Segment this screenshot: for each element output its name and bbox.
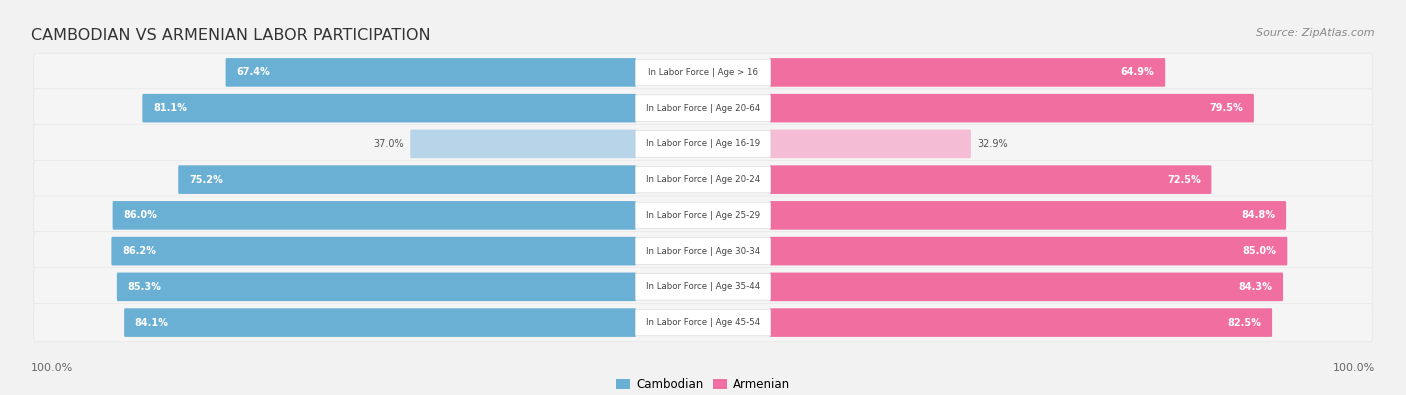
FancyBboxPatch shape xyxy=(225,58,636,87)
FancyBboxPatch shape xyxy=(34,303,1372,342)
Text: 79.5%: 79.5% xyxy=(1209,103,1243,113)
FancyBboxPatch shape xyxy=(34,89,1372,128)
Text: 82.5%: 82.5% xyxy=(1227,318,1261,327)
Text: Source: ZipAtlas.com: Source: ZipAtlas.com xyxy=(1257,28,1375,38)
FancyBboxPatch shape xyxy=(34,232,1372,271)
Text: In Labor Force | Age 25-29: In Labor Force | Age 25-29 xyxy=(645,211,761,220)
Legend: Cambodian, Armenian: Cambodian, Armenian xyxy=(612,373,794,395)
Text: In Labor Force | Age > 16: In Labor Force | Age > 16 xyxy=(648,68,758,77)
Text: 84.1%: 84.1% xyxy=(135,318,169,327)
Text: CAMBODIAN VS ARMENIAN LABOR PARTICIPATION: CAMBODIAN VS ARMENIAN LABOR PARTICIPATIO… xyxy=(31,28,430,43)
Text: 100.0%: 100.0% xyxy=(31,363,73,373)
FancyBboxPatch shape xyxy=(636,59,770,86)
Text: 64.9%: 64.9% xyxy=(1121,68,1154,77)
FancyBboxPatch shape xyxy=(770,237,1288,265)
Text: 67.4%: 67.4% xyxy=(236,68,270,77)
FancyBboxPatch shape xyxy=(770,273,1284,301)
Text: 84.8%: 84.8% xyxy=(1241,211,1275,220)
FancyBboxPatch shape xyxy=(770,166,1212,194)
Text: 85.3%: 85.3% xyxy=(128,282,162,292)
Text: 86.2%: 86.2% xyxy=(122,246,156,256)
FancyBboxPatch shape xyxy=(636,166,770,193)
Text: In Labor Force | Age 30-34: In Labor Force | Age 30-34 xyxy=(645,246,761,256)
FancyBboxPatch shape xyxy=(636,202,770,229)
Text: 100.0%: 100.0% xyxy=(1333,363,1375,373)
FancyBboxPatch shape xyxy=(636,238,770,264)
FancyBboxPatch shape xyxy=(636,309,770,336)
Text: 37.0%: 37.0% xyxy=(374,139,404,149)
FancyBboxPatch shape xyxy=(179,166,636,194)
Text: 85.0%: 85.0% xyxy=(1243,246,1277,256)
FancyBboxPatch shape xyxy=(770,308,1272,337)
FancyBboxPatch shape xyxy=(34,160,1372,199)
Text: 72.5%: 72.5% xyxy=(1167,175,1201,184)
Text: 32.9%: 32.9% xyxy=(977,139,1008,149)
Text: 75.2%: 75.2% xyxy=(188,175,222,184)
FancyBboxPatch shape xyxy=(411,130,636,158)
FancyBboxPatch shape xyxy=(636,131,770,157)
Text: 81.1%: 81.1% xyxy=(153,103,187,113)
FancyBboxPatch shape xyxy=(111,237,636,265)
FancyBboxPatch shape xyxy=(636,95,770,121)
FancyBboxPatch shape xyxy=(34,267,1372,306)
Text: 84.3%: 84.3% xyxy=(1239,282,1272,292)
Text: In Labor Force | Age 35-44: In Labor Force | Age 35-44 xyxy=(645,282,761,292)
FancyBboxPatch shape xyxy=(34,53,1372,92)
FancyBboxPatch shape xyxy=(117,273,636,301)
FancyBboxPatch shape xyxy=(770,201,1286,229)
FancyBboxPatch shape xyxy=(770,130,972,158)
Text: 86.0%: 86.0% xyxy=(124,211,157,220)
FancyBboxPatch shape xyxy=(124,308,636,337)
Text: In Labor Force | Age 20-24: In Labor Force | Age 20-24 xyxy=(645,175,761,184)
FancyBboxPatch shape xyxy=(770,94,1254,122)
Text: In Labor Force | Age 20-64: In Labor Force | Age 20-64 xyxy=(645,103,761,113)
FancyBboxPatch shape xyxy=(34,124,1372,163)
FancyBboxPatch shape xyxy=(142,94,636,122)
FancyBboxPatch shape xyxy=(112,201,636,229)
FancyBboxPatch shape xyxy=(34,196,1372,235)
FancyBboxPatch shape xyxy=(636,274,770,300)
Text: In Labor Force | Age 45-54: In Labor Force | Age 45-54 xyxy=(645,318,761,327)
FancyBboxPatch shape xyxy=(770,58,1166,87)
Text: In Labor Force | Age 16-19: In Labor Force | Age 16-19 xyxy=(645,139,761,149)
